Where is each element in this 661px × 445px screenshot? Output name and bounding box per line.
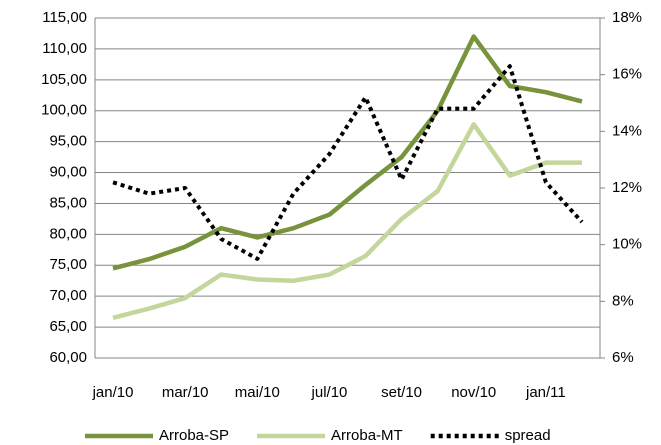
- x-tick-label: jan/11: [525, 384, 566, 401]
- x-tick-label: jan/10: [92, 384, 134, 401]
- series-line: [112, 34, 583, 271]
- y-tick-label: 115,00: [42, 9, 87, 26]
- y-tick-label: 65,00: [49, 318, 87, 335]
- x-tick-label: set/10: [381, 384, 422, 401]
- y2-tick-label: 18%: [612, 9, 642, 26]
- y-tick-label: 60,00: [49, 349, 87, 366]
- y2-tick-label: 14%: [612, 122, 642, 139]
- y-tick-label: 75,00: [49, 256, 87, 273]
- y2-tick-label: 8%: [612, 292, 634, 309]
- y-tick-label: 80,00: [49, 225, 87, 242]
- y-tick-label: 105,00: [41, 71, 87, 88]
- y-tick-label: 70,00: [49, 287, 87, 304]
- y2-tick-label: 12%: [612, 179, 642, 196]
- y2-tick-label: 6%: [612, 349, 634, 366]
- x-tick-label: nov/10: [451, 384, 496, 401]
- series-line: [112, 122, 582, 320]
- x-tick-label: mar/10: [162, 384, 209, 401]
- y2-tick-label: 10%: [612, 236, 642, 253]
- y-tick-label: 90,00: [49, 164, 87, 181]
- y-tick-label: 110,00: [42, 40, 87, 57]
- y-tick-label: 100,00: [41, 102, 87, 119]
- series-line: [112, 64, 584, 261]
- y2-tick-label: 16%: [612, 66, 642, 83]
- legend-label: Arroba-SP: [159, 427, 229, 444]
- legend-label: Arroba-MT: [331, 427, 403, 444]
- legend-label: spread: [505, 427, 551, 444]
- y-tick-label: 85,00: [49, 194, 87, 211]
- y-tick-label: 95,00: [49, 133, 87, 150]
- x-tick-label: mai/10: [235, 384, 280, 401]
- x-tick-label: jul/10: [311, 384, 348, 401]
